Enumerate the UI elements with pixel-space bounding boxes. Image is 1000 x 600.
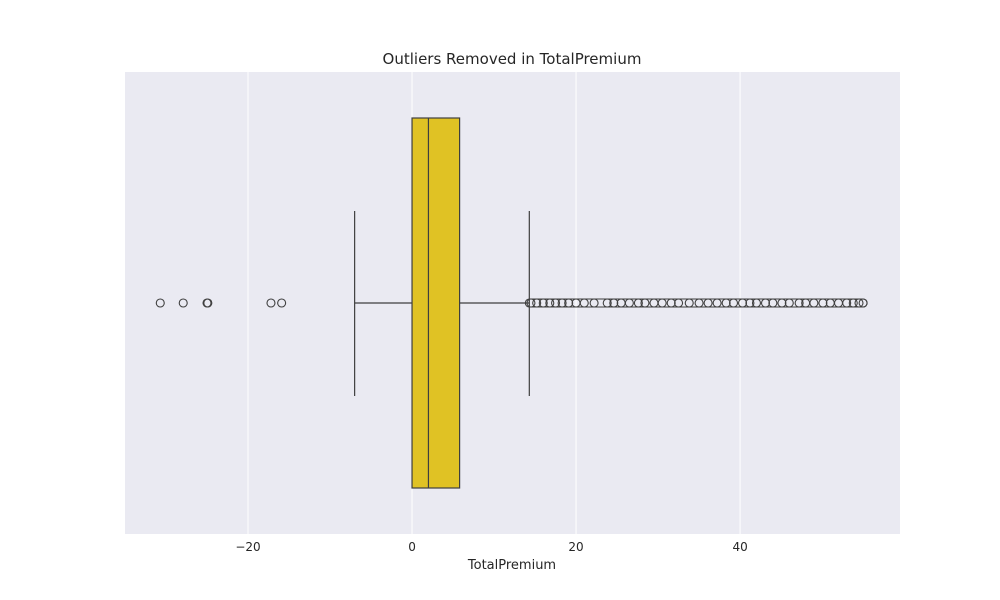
outlier-point [155,298,165,308]
outlier-point [703,298,713,308]
outlier-point [532,298,542,308]
outlier-point [624,298,634,308]
outlier-point [666,298,676,308]
outlier-point [712,298,722,308]
outlier-point [745,298,755,308]
outlier-point [557,298,567,308]
outlier-point [760,298,771,308]
box-plot [354,117,530,489]
outlier-point [609,298,619,308]
outlier-point [728,298,739,308]
outlier-point [640,298,650,308]
outlier-point [674,298,684,308]
outlier-point [602,298,612,308]
outlier-point [751,298,762,308]
outlier-point [684,298,694,308]
x-tick-label: 40 [732,540,747,554]
outlier-point [809,298,819,308]
outlier-point [589,298,599,308]
x-axis-ticks: −20 0 20 40 [235,540,747,554]
chart-title: Outliers Removed in TotalPremium [383,50,642,68]
outlier-point [266,298,276,308]
outlier-point [818,298,828,308]
outlier-point [178,298,188,308]
x-axis-label: TotalPremium [467,558,556,573]
outlier-point [737,298,748,308]
outlier-point [694,298,704,308]
outlier-point [842,298,852,308]
outlier-point [848,298,858,308]
outlier-point [858,298,868,308]
outlier-point [784,298,794,308]
outlier-point [777,298,787,308]
x-tick-label: −20 [235,540,260,554]
x-tick-label: 20 [568,540,583,554]
iqr-box [411,117,461,489]
x-tick-label: 0 [408,540,416,554]
outlier-point [721,298,731,308]
outlier-point [579,298,589,308]
outlier-point [564,298,574,308]
outliers [155,298,868,308]
outlier-point [203,298,213,308]
outlier-point [633,298,643,308]
outlier-point [551,298,561,308]
outlier-point [794,298,804,308]
outlier-point [526,298,536,308]
outlier-point [854,298,864,308]
outlier-point [538,298,548,308]
outlier-point [277,298,287,308]
outlier-point [768,298,778,308]
outlier-point [657,298,667,308]
outlier-point [545,298,555,308]
